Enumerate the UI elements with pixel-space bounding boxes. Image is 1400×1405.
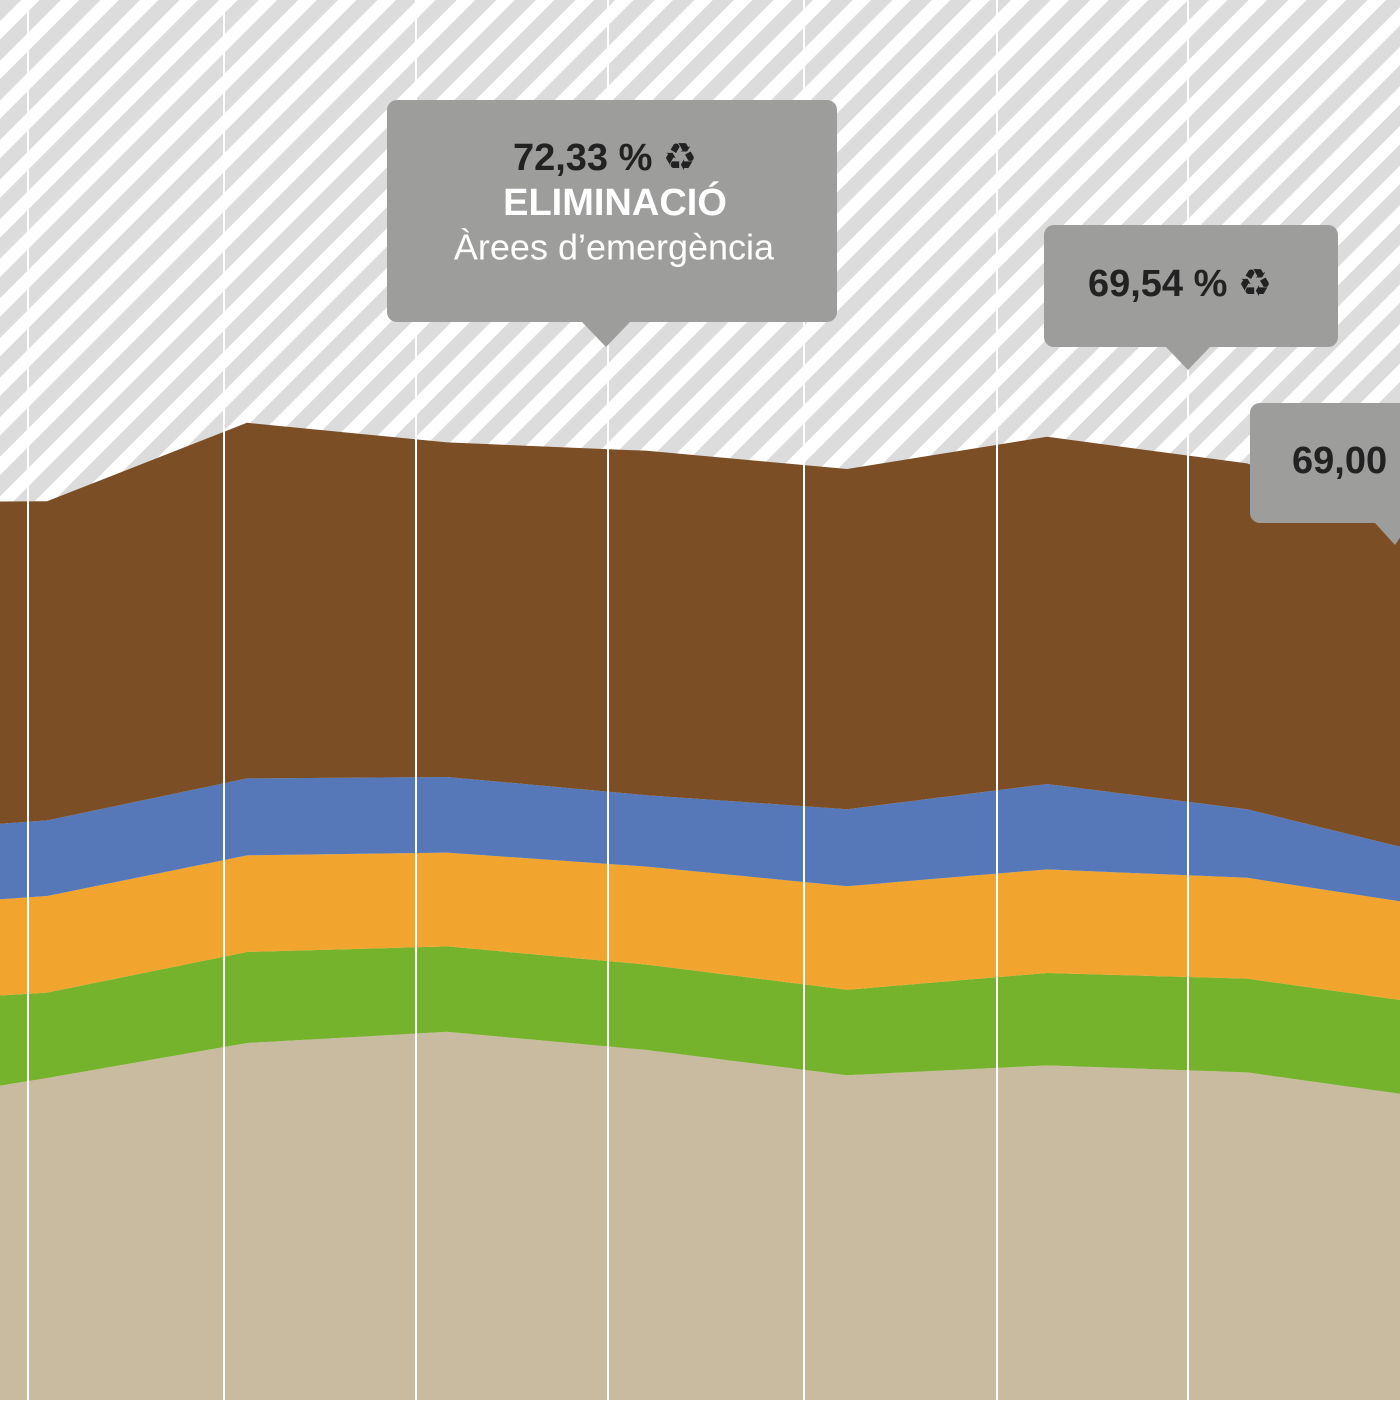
callout-value: 72,33 % ♻ — [513, 137, 697, 179]
callout: 72,33 % ♻ ELIMINACIÓ Àrees d’emergència — [387, 100, 837, 347]
callout-value: 69,54 % ♻ — [1088, 263, 1272, 305]
area — [0, 852, 1400, 1001]
callout: 69,00 — [1250, 403, 1400, 545]
areas — [0, 422, 1400, 1400]
callout-subtitle: Àrees d’emergència — [454, 227, 775, 268]
area — [0, 422, 1400, 847]
callout-value: 69,00 — [1292, 440, 1387, 482]
callout-title: ELIMINACIÓ — [503, 180, 727, 224]
area — [0, 946, 1400, 1094]
area — [0, 777, 1400, 902]
callout: 69,54 % ♻ — [1044, 225, 1338, 370]
area — [0, 1031, 1400, 1400]
